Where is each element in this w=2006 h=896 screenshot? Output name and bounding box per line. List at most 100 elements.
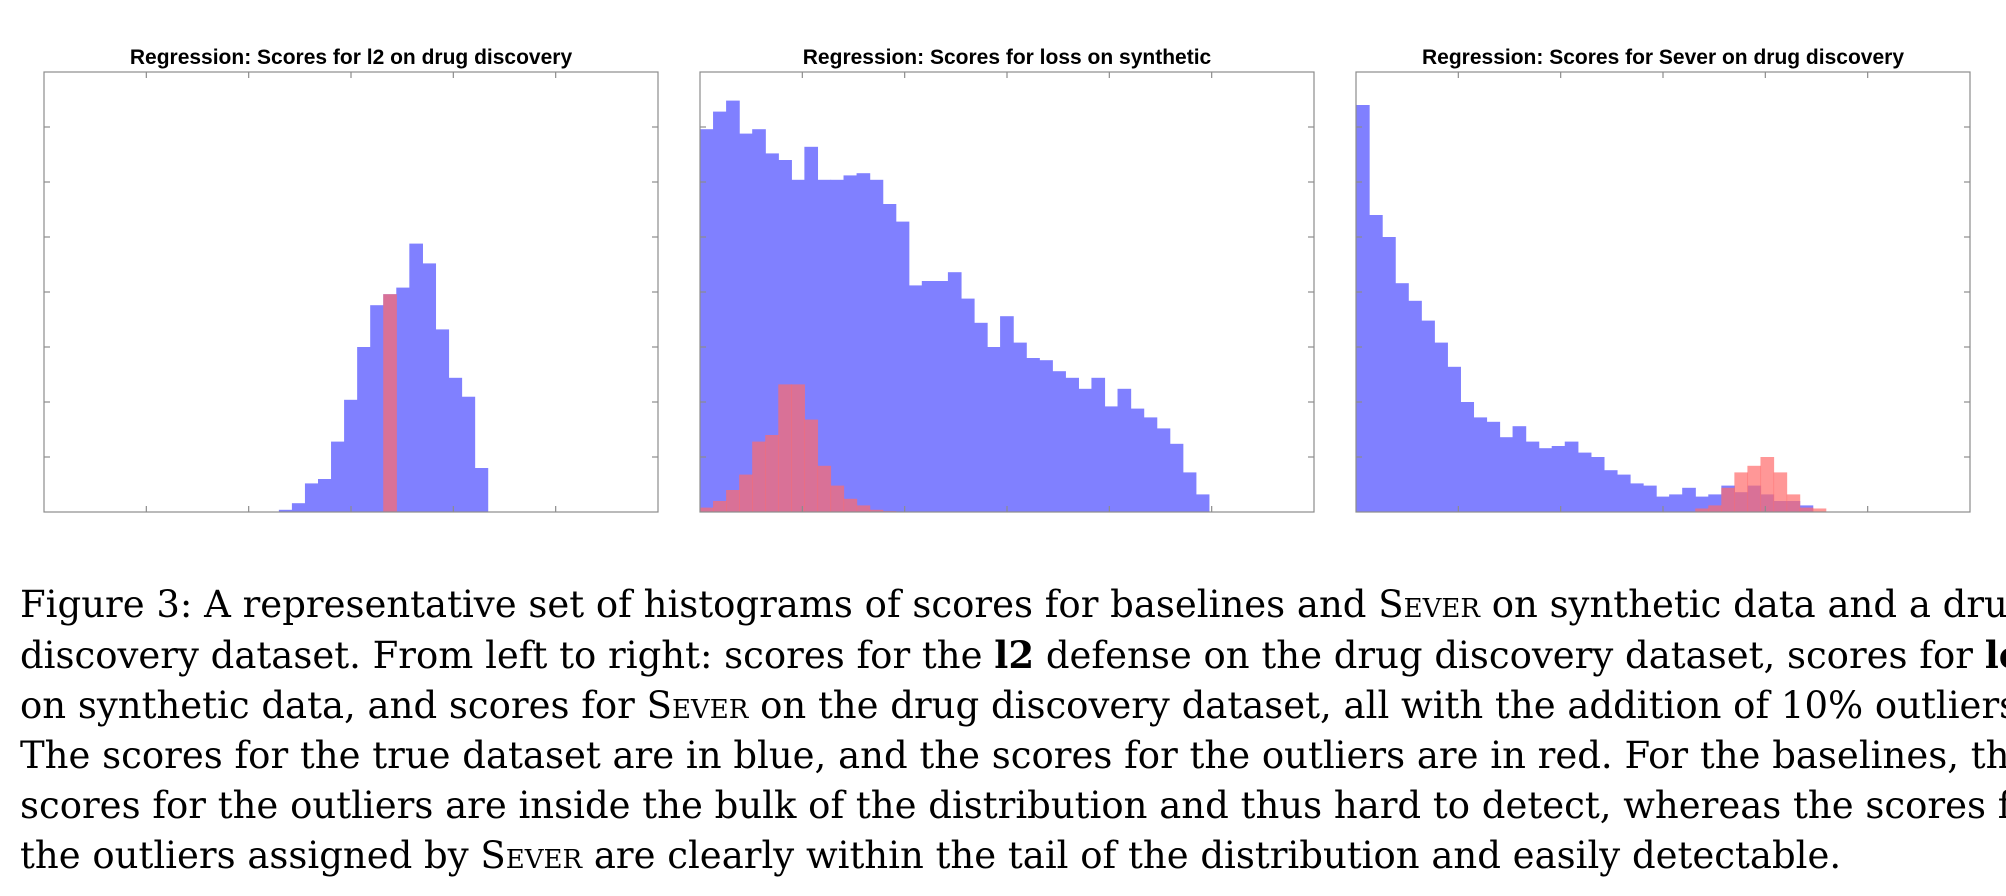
caption-line: on synthetic data, and scores for Sever … [20, 684, 2006, 727]
panel-1-true-data-bar [344, 399, 358, 512]
figure-caption: Figure 3: A representative set of histog… [20, 580, 2006, 881]
panel-2-true-data-bar [1000, 316, 1014, 512]
panel-3-true-data-bar [1460, 402, 1475, 512]
panel-1-true-data-bar [474, 468, 489, 512]
panel-2-true-data-bar [1182, 472, 1197, 512]
panel-2-true-data-bar [739, 133, 753, 512]
panel-2-true-data-bar [1169, 443, 1184, 512]
bold-term: loss [1984, 633, 2006, 677]
panel-2-true-data-bar [947, 272, 962, 512]
panel-3-outlier-bar [1695, 508, 1709, 512]
caption-line: the outliers assigned by Sever are clear… [20, 834, 1842, 877]
panel-3-true-data-bar [1603, 470, 1618, 512]
panel-3-outlier-bar [1773, 472, 1788, 512]
histogram-panel-3: Regression: Scores for Sever on drug dis… [1355, 46, 1971, 513]
panel-1-true-data-bar [318, 479, 332, 512]
caption-line: scores for the outliers are inside the b… [20, 784, 2006, 827]
panel-2-true-data-bar [1013, 342, 1027, 512]
panel-1-true-data-bar [422, 263, 437, 512]
sever-name: Sever [1378, 583, 1480, 626]
panel-3-true-data-bar [1369, 215, 1383, 512]
panel-2-title: Regression: Scores for loss on synthetic [803, 46, 1212, 69]
panel-3-true-data-bar [1408, 300, 1422, 512]
panel-1-true-data-bar [278, 509, 293, 512]
figure-histograms: Regression: Scores for l2 on drug discov… [43, 46, 1971, 513]
panel-3-true-data-bar [1616, 474, 1631, 512]
panel-1-true-data-bar [291, 503, 306, 512]
panel-1-true-data-bar [331, 441, 345, 512]
panel-3-title: Regression: Scores for Sever on drug dis… [1422, 46, 1904, 69]
panel-2-outlier-bar [739, 474, 753, 512]
panel-2-true-data-bar [1039, 360, 1053, 512]
panel-3-outlier-bar [1786, 494, 1801, 512]
panel-1-title: Regression: Scores for l2 on drug discov… [130, 46, 573, 69]
panel-2-outlier-bar [726, 490, 740, 512]
panel-3-true-data-bar [1656, 496, 1670, 512]
panel-2-true-data-bar [1052, 371, 1066, 512]
panel-2-true-data-bar [1130, 408, 1145, 512]
panel-2-true-data-bar [934, 281, 949, 512]
panel-1-true-data-bar [461, 396, 476, 512]
panel-1-true-data-bar [304, 483, 319, 512]
panel-3-true-data-bar [1473, 417, 1488, 512]
panel-3-true-data-bar [1590, 457, 1605, 512]
panel-2-true-data-bar [882, 204, 897, 512]
panel-2-true-data-bar [830, 179, 845, 513]
histogram-panel-1: Regression: Scores for l2 on drug discov… [43, 46, 659, 513]
caption-line: discovery dataset. From left to right: s… [20, 630, 2006, 681]
panel-3-outlier-bar [1721, 487, 1735, 512]
panel-2-outlier-bar [856, 505, 871, 512]
panel-3-outlier-bar [1760, 457, 1775, 512]
panel-3-outlier-bar [1799, 507, 1814, 512]
panel-2-true-data-bar [817, 179, 832, 513]
caption-line: Figure 3: A representative set of histog… [20, 583, 2006, 626]
panel-3-true-data-bar [1538, 448, 1553, 512]
caption-line: The scores for the true dataset are in b… [20, 734, 2006, 777]
panel-3-true-data-bar [1551, 446, 1566, 512]
panel-3-true-data-bar [1382, 237, 1396, 512]
panel-2-outlier-bar [765, 435, 779, 512]
panel-2-true-data-bar [1117, 388, 1132, 512]
panel-3-true-data-bar [1643, 485, 1657, 512]
panel-2-outlier-bar [869, 509, 884, 512]
bold-term: l2 [994, 633, 1035, 677]
panel-3-outlier-bar [1734, 472, 1749, 512]
panel-3-outlier-bar [1812, 508, 1827, 512]
panel-2-true-data-bar [843, 175, 858, 512]
panel-1-true-data-bar [435, 329, 450, 512]
panel-3-true-data-bar [1421, 320, 1435, 512]
panel-3-true-data-bar [1512, 426, 1527, 512]
panel-2-true-data-bar [752, 129, 766, 512]
panel-2-true-data-bar [726, 100, 740, 512]
panel-2-true-data-bar [908, 285, 923, 512]
histogram-panel-2: Regression: Scores for loss on synthetic [699, 46, 1315, 513]
panel-3-true-data-bar [1669, 494, 1683, 512]
panel-3-true-data-bar [1395, 283, 1409, 512]
sever-name: Sever [480, 834, 583, 877]
panel-3-true-data-bar [1695, 496, 1709, 512]
panel-2-outlier-bar [817, 465, 832, 512]
panel-3-true-data-bar [1630, 483, 1644, 512]
panel-2-outlier-bar [752, 441, 766, 512]
panel-1-true-data-bar [396, 287, 410, 512]
panel-2-true-data-bar [1065, 377, 1079, 512]
panel-2-outlier-bar [830, 485, 845, 512]
panel-1-true-data-bar [448, 377, 463, 512]
panel-2-true-data-bar [856, 173, 871, 512]
panel-1-outlier-bar [383, 294, 397, 512]
panel-2-outlier-bar [700, 507, 714, 512]
panel-2-true-data-bar [921, 281, 936, 512]
panel-3-true-data-bar [1577, 452, 1592, 512]
panel-3-true-data-bar [1682, 487, 1696, 512]
panel-3-true-data-bar [1499, 437, 1514, 512]
panel-2-true-data-bar [987, 347, 1001, 512]
panel-2-true-data-bar [1026, 358, 1040, 512]
panel-3-true-data-bar [1564, 441, 1579, 512]
panel-2-true-data-bar [960, 298, 975, 512]
sever-name: Sever [646, 684, 749, 727]
panel-2-true-data-bar [700, 129, 714, 512]
panel-2-outlier-bar [778, 384, 792, 512]
panel-2-outlier-bar [804, 419, 819, 512]
panel-2-true-data-bar [765, 153, 779, 512]
panel-2-true-data-bar [974, 322, 988, 512]
